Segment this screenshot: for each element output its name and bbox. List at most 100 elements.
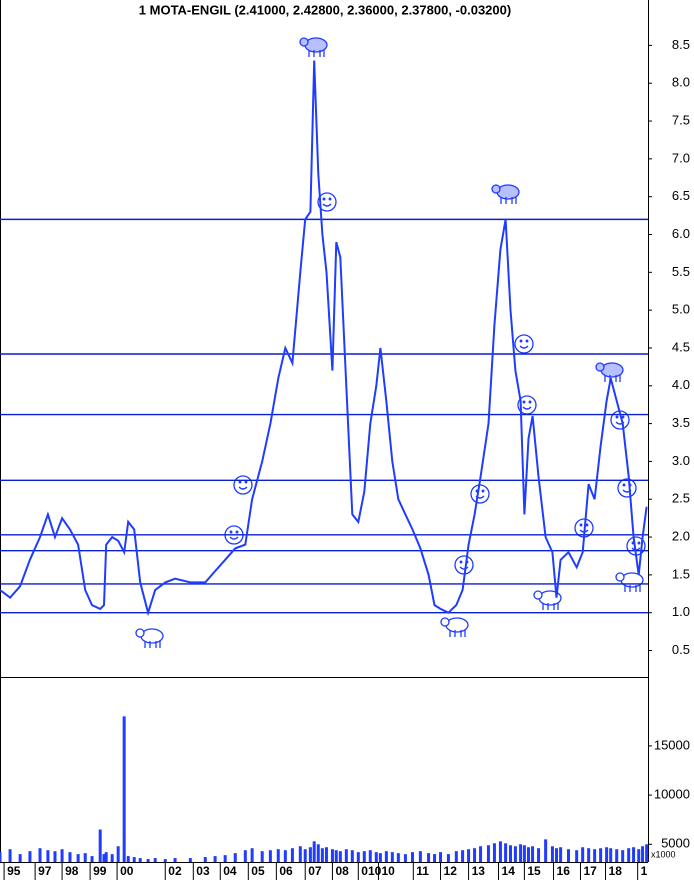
x-tick-label: 04 — [223, 864, 237, 878]
x-tick-label: 16 — [557, 864, 571, 878]
volume-bar — [621, 850, 625, 862]
smiley-eye — [615, 415, 619, 419]
smiley-mouth — [459, 566, 469, 570]
bear-icon-head — [299, 37, 309, 47]
volume-bar — [316, 844, 320, 862]
volume-bar — [637, 849, 641, 862]
x-tick-label: 11 — [416, 864, 429, 878]
volume-bar — [83, 853, 87, 862]
y-tick-label: 5000 — [661, 836, 690, 851]
volume-bar — [344, 849, 348, 862]
y-tick-label: 4.5 — [672, 339, 690, 354]
volume-bar — [298, 846, 302, 862]
volume-bar — [374, 852, 378, 862]
x-tick-label: 14 — [502, 864, 516, 878]
smiley-eye — [519, 339, 523, 343]
price-line — [0, 60, 648, 617]
smiley-icon — [514, 334, 534, 354]
smiley-mouth — [522, 406, 532, 410]
bear-icon-head — [491, 184, 501, 194]
volume-bar — [522, 845, 526, 862]
x-tick-label: 98 — [65, 864, 79, 878]
volume-bar — [492, 843, 496, 862]
volume-bar — [599, 848, 603, 862]
y-tick-label: 1.0 — [672, 604, 690, 619]
bull-icon-head — [440, 617, 450, 627]
volume-bar — [98, 829, 102, 862]
x-tick-label: 010 — [361, 864, 381, 878]
bear-icon — [304, 37, 328, 53]
y-tick-label: 4.0 — [672, 377, 690, 392]
volume-bar — [454, 851, 458, 862]
volume-bar — [223, 855, 227, 862]
volume-bar — [350, 850, 354, 862]
volume-bar — [537, 848, 541, 862]
volume-bar — [581, 847, 585, 862]
bull-icon-legs — [624, 585, 641, 592]
volume-bar — [324, 847, 328, 862]
volume-bar — [513, 846, 517, 862]
bear-icon — [496, 184, 520, 200]
x-tick-label: 02 — [168, 864, 182, 878]
volume-bar — [627, 848, 631, 862]
x-tick-label: 05 — [251, 864, 265, 878]
volume-bar — [559, 847, 563, 862]
volume-bar — [498, 841, 502, 862]
volume-bar — [90, 856, 94, 862]
y-tick-label: 8.5 — [672, 37, 690, 52]
volume-bar — [338, 851, 342, 862]
volume-bar — [531, 846, 535, 862]
smiley-icon — [317, 192, 337, 212]
smiley-mouth — [238, 486, 248, 490]
volume-bar — [632, 847, 636, 862]
volume-bar — [587, 848, 591, 862]
volume-bar — [233, 853, 237, 862]
smiley-eye — [322, 197, 326, 201]
volume-bar — [433, 854, 437, 862]
volume-bar — [403, 854, 407, 862]
x-tick-label: 13 — [472, 864, 486, 878]
smiley-eye — [459, 560, 463, 564]
volume-unit: x1000 — [651, 849, 676, 859]
x-tick-label: 07 — [308, 864, 322, 878]
volume-bar — [60, 849, 64, 862]
volume-bar — [509, 845, 513, 862]
x-tick-label: 95 — [7, 864, 21, 878]
volume-bar — [473, 848, 477, 862]
y-tick-label: 7.5 — [672, 112, 690, 127]
volume-bar — [615, 849, 619, 862]
smiley-eye — [481, 489, 485, 493]
volume-bar — [173, 858, 177, 862]
x-tick-label: 17 — [583, 864, 597, 878]
volume-bar — [320, 848, 324, 862]
chart-title: 1 MOTA-ENGIL (2.41000, 2.42800, 2.36000,… — [139, 2, 511, 17]
x-tick-label: 06 — [279, 864, 293, 878]
smiley-eye — [622, 483, 626, 487]
x-tick-label: 1 — [641, 864, 648, 878]
bear-icon-legs — [308, 50, 325, 57]
volume-bar — [260, 851, 264, 862]
volume-bar — [46, 850, 50, 862]
y-tick-label: 3.0 — [672, 453, 690, 468]
volume-bar — [566, 849, 570, 862]
volume-bar — [308, 847, 312, 862]
bull-icon-head — [135, 628, 145, 638]
volume-bar — [467, 849, 471, 862]
volume-bar — [519, 844, 523, 862]
smiley-eye — [621, 415, 625, 419]
bull-icon — [620, 572, 644, 588]
volume-bar — [575, 850, 579, 862]
volume-bar — [312, 841, 316, 862]
volume-bar — [645, 844, 649, 862]
smiley-eye — [637, 541, 641, 545]
x-tick-label: 08 — [335, 864, 349, 878]
y-tick-label: 15000 — [654, 737, 690, 752]
volume-bar — [243, 850, 247, 862]
x-tick-label: 03 — [196, 864, 210, 878]
volume-bar — [28, 851, 32, 862]
volume-bar — [390, 852, 394, 862]
volume-bar — [138, 858, 142, 862]
smiley-mouth — [322, 203, 332, 207]
